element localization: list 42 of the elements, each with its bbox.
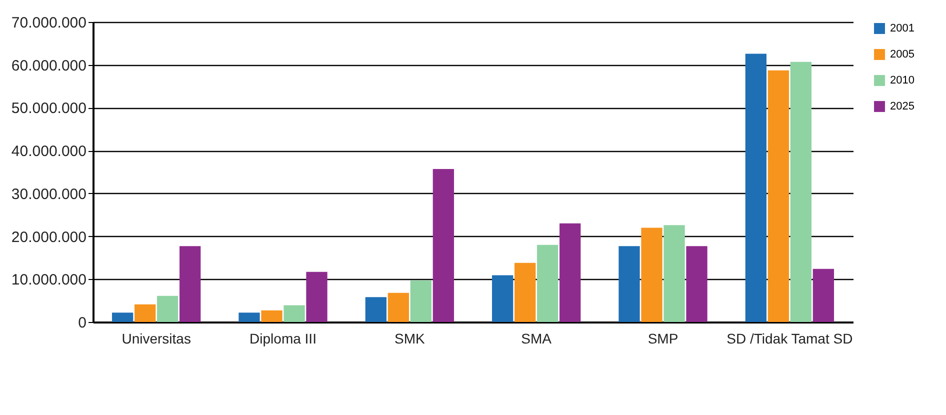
legend-label: 2010 <box>890 74 914 86</box>
bar <box>618 246 640 322</box>
bar <box>514 262 536 322</box>
bar <box>537 244 558 322</box>
y-tick-label: 10.000.000 <box>11 272 86 289</box>
bar <box>432 169 454 322</box>
legend-label: 2005 <box>890 48 914 60</box>
bar <box>284 305 305 322</box>
bar <box>560 223 581 322</box>
y-tick-label: 50.000.000 <box>11 100 86 118</box>
y-tick-label: 0 <box>78 314 86 332</box>
x-tick-label: SMP <box>648 330 678 346</box>
bar <box>790 62 812 322</box>
x-tick-label: SMK <box>394 330 426 346</box>
x-tick-label: SD /Tidak Tamat SD <box>726 330 853 346</box>
x-tick-label: SMA <box>521 330 552 346</box>
y-tick-label: 40.000.000 <box>11 143 86 160</box>
bar <box>768 70 789 322</box>
bar <box>180 246 201 322</box>
bar <box>745 54 766 322</box>
bar <box>664 225 685 322</box>
y-tick-label: 30.000.000 <box>11 186 86 203</box>
bar <box>812 268 834 322</box>
bar <box>388 292 409 322</box>
bar <box>365 297 386 322</box>
legend-label: 2001 <box>890 22 914 34</box>
bar <box>112 312 134 322</box>
y-tick-label: 70.000.000 <box>11 14 86 32</box>
bar <box>686 246 708 322</box>
bar <box>261 310 282 322</box>
x-tick-label: Universitas <box>122 330 191 346</box>
bar <box>410 280 432 322</box>
bar <box>306 272 328 322</box>
x-tick-label: Diploma III <box>250 330 316 346</box>
bar <box>641 228 662 322</box>
bar <box>238 312 260 322</box>
y-tick-label: 20.000.000 <box>11 228 86 246</box>
bar <box>492 275 514 322</box>
legend-label: 2025 <box>890 100 914 112</box>
y-tick-label: 60.000.000 <box>11 57 86 74</box>
bar <box>134 304 156 322</box>
bar <box>157 296 178 322</box>
